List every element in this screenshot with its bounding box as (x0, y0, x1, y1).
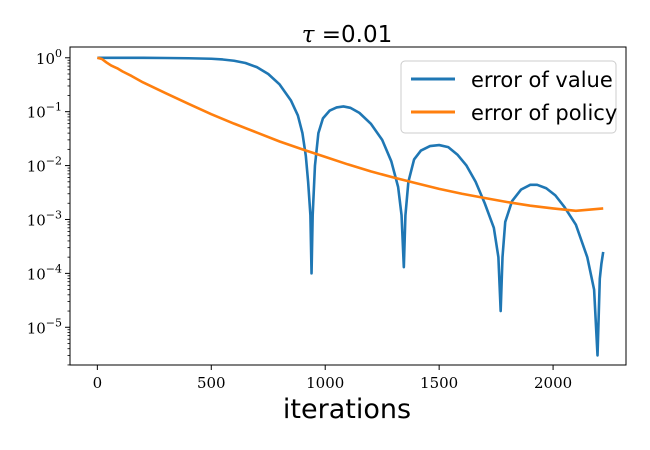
y-axis-ticks: 100 10−1 10−2 10−3 10−4 10−5 (27, 47, 70, 366)
axes-frame (69, 46, 627, 366)
y-tick-label: 10−5 (27, 316, 62, 337)
x-tick-label: 500 (197, 374, 226, 392)
x-tick-label: 2000 (534, 374, 572, 392)
legend-label-error-of-policy: error of policy (471, 101, 617, 125)
x-tick-label: 0 (93, 374, 103, 392)
x-tick-label: 1500 (420, 374, 458, 392)
y-tick-label: 100 (36, 47, 62, 68)
legend: error of value error of policy (400, 60, 617, 134)
chart-title-symbol: τ (302, 22, 316, 48)
chart-title: τ =0.01 (302, 22, 393, 48)
x-axis-label: iterations (283, 394, 411, 425)
x-axis-ticks: 0 500 1000 1500 2000 (93, 365, 572, 392)
series-line-error-of-value (97, 56, 605, 357)
series-line-error-of-policy (97, 56, 604, 213)
chart-title-value: =0.01 (314, 22, 392, 48)
y-tick-label: 10−3 (27, 208, 62, 229)
legend-label-error-of-value: error of value (471, 68, 613, 92)
y-tick-label: 10−1 (27, 101, 62, 122)
y-tick-label: 10−4 (27, 262, 62, 283)
y-tick-label: 10−2 (27, 155, 62, 176)
plot-area (97, 56, 605, 357)
x-tick-label: 1000 (306, 374, 344, 392)
